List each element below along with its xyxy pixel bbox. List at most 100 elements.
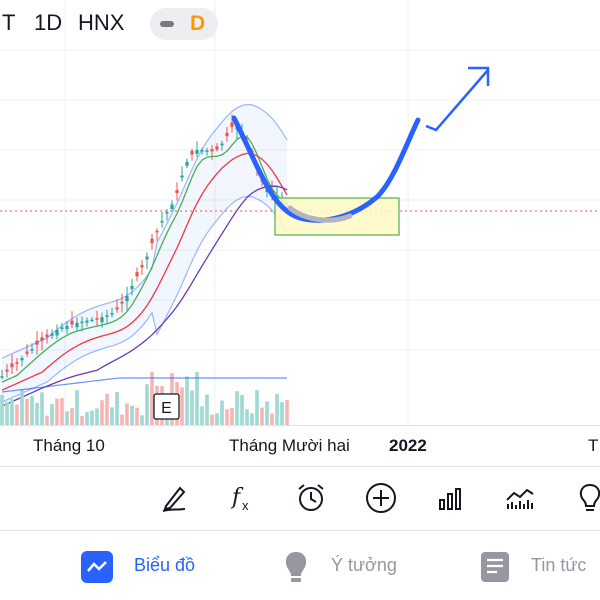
bollinger-band-fill (2, 104, 287, 403)
volume-bar (50, 403, 54, 425)
projection-curve-faded (287, 205, 353, 223)
volume-bar (280, 402, 284, 425)
candle-body (145, 256, 149, 260)
volume-bar (110, 407, 114, 425)
moving-average-purple (1, 185, 288, 407)
candle-body (125, 296, 129, 302)
candle-body (20, 358, 24, 361)
volume-bar (65, 411, 69, 425)
candle-body (120, 301, 124, 304)
candle-body (10, 363, 14, 368)
candle-body (35, 340, 39, 345)
lightbulb-icon[interactable] (570, 478, 600, 518)
chart-type-toggle[interactable]: D (150, 8, 218, 40)
candle-body (150, 238, 154, 244)
candle-body (205, 150, 209, 152)
x-axis-label-october: Tháng 10 (33, 436, 105, 455)
nav-item-chart[interactable]: Biểu đồ (80, 546, 220, 586)
x-axis-label-partial: T (588, 436, 599, 455)
volume-bar (200, 406, 204, 425)
candle-body (180, 175, 184, 178)
svg-text:x: x (242, 498, 249, 513)
volume-bar (100, 400, 104, 425)
volume-bar (145, 384, 149, 425)
volume-bar (125, 403, 129, 425)
volume-bar (40, 392, 44, 425)
price-chart[interactable]: E (0, 0, 600, 428)
volume-moving-average (1, 377, 287, 393)
volume-bar (75, 390, 79, 425)
candle-body (230, 122, 234, 127)
alarm-clock-icon[interactable] (291, 478, 331, 518)
candle-body (225, 132, 229, 137)
volume-bar (260, 407, 264, 425)
volume-bar (210, 414, 214, 425)
arrow-head-icon (468, 66, 490, 86)
candle-body (220, 143, 224, 146)
x-axis-top-border (0, 425, 600, 426)
chart-line-icon (81, 551, 113, 583)
nav-item-news[interactable]: Tin tức (478, 546, 598, 586)
volume-bar (90, 410, 94, 425)
candle-body (95, 318, 99, 320)
ideas-lightbulb-icon (285, 552, 307, 582)
volume-bar (230, 408, 234, 425)
symbol-label[interactable]: T (2, 10, 16, 35)
candle-body (185, 162, 189, 166)
add-circle-icon[interactable] (361, 478, 401, 518)
volume-bar (0, 394, 4, 425)
volume-bar (95, 408, 99, 425)
candle-body (275, 195, 279, 197)
volume-bar (85, 411, 89, 425)
bollinger-lower-band (1, 195, 288, 403)
candle-body (200, 150, 204, 152)
minus-icon (160, 21, 174, 27)
candle-body (0, 376, 4, 378)
candle-body (210, 149, 214, 152)
candle-body (195, 150, 199, 154)
projection-arrow[interactable] (425, 69, 489, 132)
volume-bar (255, 390, 259, 425)
bollinger-upper-band (1, 103, 288, 359)
candle-body (160, 221, 164, 223)
news-document-icon (481, 552, 509, 582)
volume-bar (220, 400, 224, 425)
candle-body (170, 204, 174, 209)
candle-body (135, 272, 139, 277)
candle-body (175, 190, 179, 193)
drawing-pen-icon[interactable] (154, 478, 194, 518)
compare-chart-icon[interactable] (500, 478, 540, 518)
chart-header: T 1D HNX D (0, 0, 600, 50)
candle-body (75, 322, 79, 328)
candle-body (190, 150, 194, 155)
nav-label-news: Tin tức (531, 555, 587, 575)
volume-bar (15, 404, 19, 425)
volume-bar (270, 413, 274, 425)
volume-bar (245, 409, 249, 425)
volume-bar (35, 402, 39, 425)
x-axis-label-2022: 2022 (389, 436, 427, 455)
volume-bar (190, 390, 194, 425)
earnings-marker[interactable] (153, 393, 180, 420)
candle-body (165, 212, 169, 214)
candle-body (110, 313, 114, 315)
bar-chart-icon[interactable] (430, 478, 470, 518)
volume-bar (235, 391, 239, 425)
candle-body (100, 317, 104, 323)
volume-bar (185, 376, 189, 425)
volume-bar (140, 415, 144, 425)
nav-label-ideas: Ý tưởng (331, 555, 397, 575)
candle-body (65, 325, 69, 330)
nav-item-ideas[interactable]: Ý tưởng (279, 546, 429, 586)
candle-body (60, 327, 64, 329)
volume-bar (180, 387, 184, 425)
volume-bar (225, 409, 229, 425)
volume-bar (45, 415, 49, 425)
candle-body (50, 333, 54, 336)
candle-body (5, 369, 9, 372)
volume-bar (55, 398, 59, 425)
candle-body (90, 319, 94, 322)
volume-bar (240, 394, 244, 425)
interval-button[interactable]: 1D (34, 10, 63, 35)
